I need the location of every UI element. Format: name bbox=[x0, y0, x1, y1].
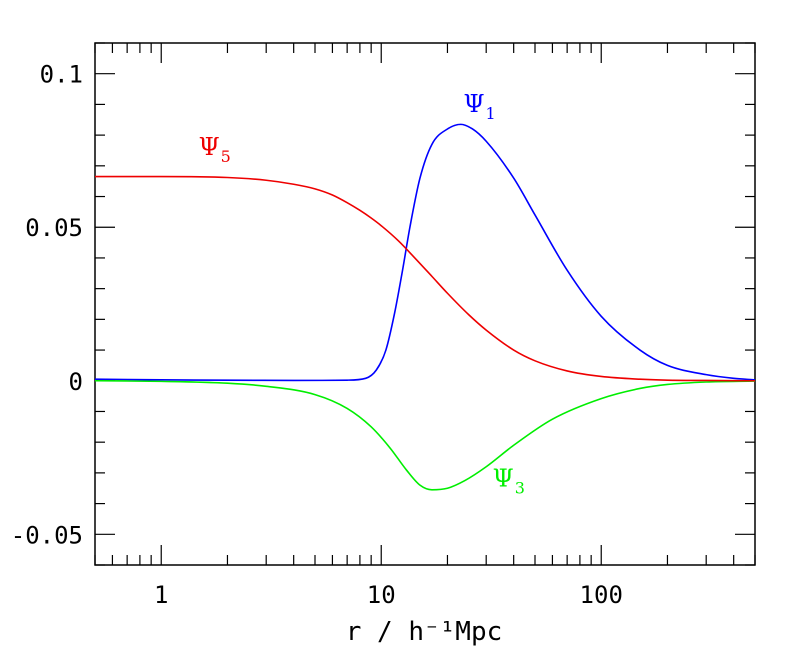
y-tick-label: 0 bbox=[69, 368, 83, 396]
x-tick-label: 10 bbox=[367, 581, 396, 609]
series-label-psi-5: Ψ5 bbox=[199, 133, 231, 166]
series-line-psi-3 bbox=[94, 379, 756, 491]
series-line-psi-1 bbox=[94, 123, 756, 382]
series-labels: Ψ1 Ψ3 Ψ5 bbox=[199, 90, 525, 498]
plot-frame bbox=[94, 42, 756, 566]
series-line-psi-5 bbox=[95, 175, 756, 382]
y-axis-ticks: -0.05 0 0.05 0.1 bbox=[11, 42, 755, 566]
x-axis-label: r / h⁻¹Mpc bbox=[346, 617, 503, 647]
y-tick-label: -0.05 bbox=[11, 521, 83, 549]
y-tick-label: 0.1 bbox=[40, 61, 83, 89]
x-tick-label: 1 bbox=[154, 581, 168, 609]
x-tick-label: 100 bbox=[580, 581, 623, 609]
x-axis-ticks: 1 10 100 bbox=[94, 43, 756, 609]
series-lines bbox=[94, 123, 756, 491]
plot-border bbox=[94, 42, 756, 566]
series-label-psi-3: Ψ3 bbox=[493, 465, 525, 498]
series-label-psi-1: Ψ1 bbox=[463, 90, 495, 123]
y-tick-label: 0.05 bbox=[25, 214, 83, 242]
